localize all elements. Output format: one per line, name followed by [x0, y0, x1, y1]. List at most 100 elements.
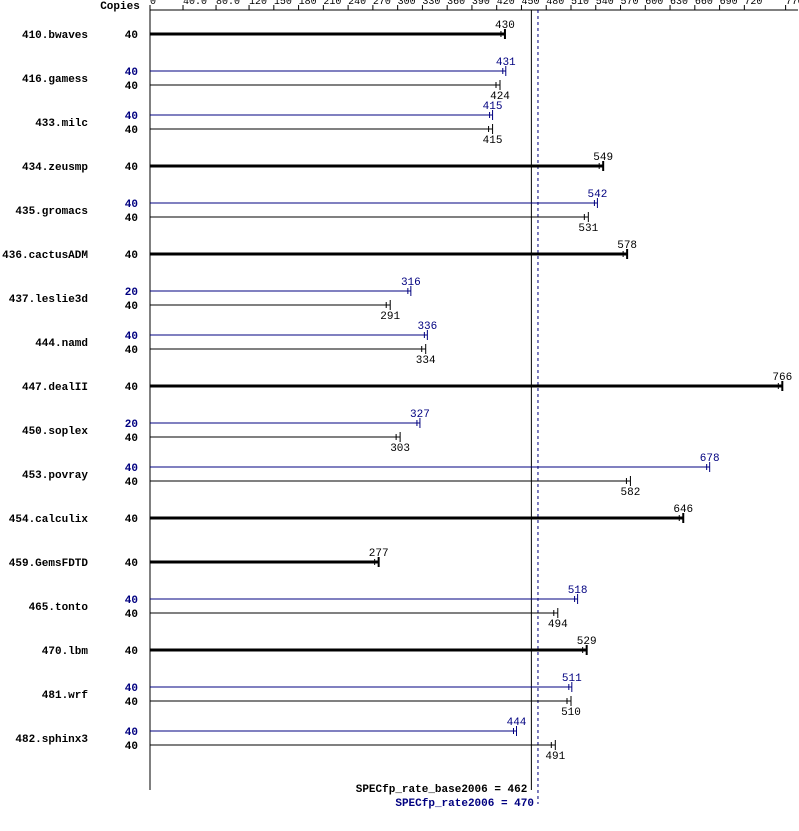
benchmark-row: 481.wrf 40 511 40 510 — [42, 673, 582, 719]
x-axis-tick-label: 540 — [596, 0, 614, 8]
benchmark-name: 416.gamess — [22, 74, 88, 86]
x-axis-tick-label: 690 — [720, 0, 738, 8]
benchmark-name: 450.soplex — [22, 426, 88, 438]
benchmark-row: 454.calculix 40 646 — [9, 504, 693, 526]
base-value: 277 — [369, 548, 389, 560]
peak-copies: 40 — [125, 111, 138, 123]
base-copies: 40 — [125, 81, 138, 93]
x-axis-tick-label: 630 — [670, 0, 688, 8]
x-axis-tick-label: 360 — [447, 0, 465, 8]
base-value: 415 — [483, 135, 503, 147]
benchmark-name: 435.gromacs — [15, 206, 88, 218]
benchmark-row: 410.bwaves40430 — [22, 20, 515, 42]
benchmark-row: 453.povray4067840582 — [22, 453, 720, 499]
x-axis-tick-label: 180 — [299, 0, 317, 8]
base-value: 578 — [617, 240, 637, 252]
benchmark-name: 453.povray — [22, 470, 88, 482]
base-value: 529 — [577, 636, 597, 648]
base-value: 494 — [548, 619, 568, 631]
x-axis-tick-label: 0 — [150, 0, 156, 8]
base-copies: 40 — [125, 609, 138, 621]
x-axis-tick-label: 300 — [398, 0, 416, 8]
peak-copies: 20 — [125, 287, 138, 299]
benchmark-name: 447.dealII — [22, 382, 88, 394]
peak-copies: 40 — [125, 683, 138, 695]
base-value: 334 — [416, 355, 436, 367]
base-copies: 40 — [125, 345, 138, 357]
x-axis-tick-label: 120 — [249, 0, 267, 8]
base-value: 646 — [673, 504, 693, 516]
peak-copies: 40 — [125, 331, 138, 343]
x-axis-tick-label: 80.0 — [216, 0, 240, 8]
benchmark-row: 482.sphinx34044440491 — [15, 717, 565, 763]
base-value: 582 — [621, 487, 641, 499]
benchmark-name: 434.zeusmp — [22, 162, 88, 174]
base-value: 766 — [772, 372, 792, 384]
base-value: 430 — [495, 20, 515, 32]
benchmark-row: 433.milc 40 415 40 415 — [35, 101, 502, 147]
benchmark-name: 482.sphinx3 — [15, 734, 88, 746]
spec-rate-chart: 040.080.01201501802102402703003303603904… — [0, 0, 799, 831]
benchmark-name: 459.GemsFDTD — [9, 558, 89, 570]
base-value: 531 — [578, 223, 598, 235]
base-copies: 40 — [125, 125, 138, 137]
benchmark-row: 450.soplex2032740303 — [22, 409, 430, 455]
base-copies: 40 — [125, 382, 138, 394]
benchmark-row: 435.gromacs 40 542 40 531 — [15, 189, 607, 235]
base-copies: 40 — [125, 477, 138, 489]
x-axis-tick-label: 510 — [571, 0, 589, 8]
x-axis-tick-label: 240 — [348, 0, 366, 8]
benchmark-name: 454.calculix — [9, 514, 89, 526]
peak-copies: 40 — [125, 199, 138, 211]
base-copies: 40 — [125, 741, 138, 753]
base-value: 491 — [545, 751, 565, 763]
peak-value: 518 — [568, 585, 588, 597]
peak-value: 415 — [483, 101, 503, 113]
ref-label-peak: SPECfp_rate2006 = 470 — [395, 798, 534, 810]
x-axis-tick-label: 270 — [373, 0, 391, 8]
benchmark-row: 465.tonto4051840494 — [29, 585, 588, 631]
peak-value: 327 — [410, 409, 430, 421]
peak-value: 431 — [496, 57, 516, 69]
benchmark-name: 470.lbm — [42, 646, 89, 658]
base-copies: 40 — [125, 558, 138, 570]
base-copies: 40 — [125, 213, 138, 225]
peak-copies: 20 — [125, 419, 138, 431]
x-axis-tick-label: 450 — [521, 0, 539, 8]
ref-label-base: SPECfp_rate_base2006 = 462 — [356, 784, 528, 796]
peak-value: 336 — [417, 321, 437, 333]
benchmark-name: 437.leslie3d — [9, 294, 88, 306]
base-value: 291 — [380, 311, 400, 323]
x-axis-tick-label: 770 — [786, 0, 799, 8]
benchmark-name: 444.namd — [35, 338, 88, 350]
benchmark-row: 447.dealII 40 766 — [22, 372, 792, 394]
benchmark-row: 434.zeusmp40549 — [22, 152, 613, 174]
base-copies: 40 — [125, 433, 138, 445]
benchmark-row: 416.gamess4043140424 — [22, 57, 516, 103]
peak-value: 542 — [588, 189, 608, 201]
x-axis-tick-label: 660 — [695, 0, 713, 8]
peak-copies: 40 — [125, 463, 138, 475]
benchmark-row: 436.cactusADM40578 — [2, 240, 637, 262]
x-axis-tick-label: 600 — [645, 0, 663, 8]
x-axis-tick-label: 330 — [422, 0, 440, 8]
base-copies: 40 — [125, 514, 138, 526]
benchmark-name: 481.wrf — [42, 690, 89, 702]
benchmark-name: 433.milc — [35, 118, 88, 130]
x-axis-tick-label: 570 — [621, 0, 639, 8]
base-value: 549 — [593, 152, 613, 164]
peak-copies: 40 — [125, 595, 138, 607]
benchmark-row: 470.lbm40529 — [42, 636, 597, 658]
base-copies: 40 — [125, 697, 138, 709]
x-axis-tick-label: 480 — [546, 0, 564, 8]
peak-value: 511 — [562, 673, 582, 685]
peak-value: 444 — [507, 717, 527, 729]
benchmark-row: 444.namd 40 336 40 334 — [35, 321, 437, 367]
benchmark-row: 459.GemsFDTD 40 277 — [9, 548, 389, 570]
base-copies: 40 — [125, 250, 138, 262]
copies-header: Copies — [100, 1, 140, 13]
x-axis-tick-label: 210 — [323, 0, 341, 8]
base-value: 510 — [561, 707, 581, 719]
x-axis-tick-label: 390 — [472, 0, 490, 8]
base-copies: 40 — [125, 30, 138, 42]
